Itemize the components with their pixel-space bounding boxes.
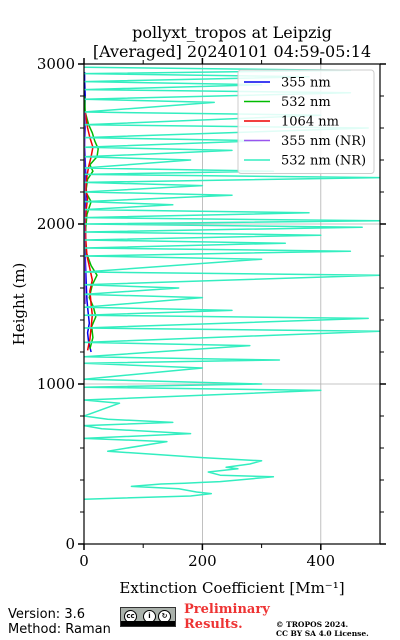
x-tick-label: 400 (306, 552, 335, 570)
chart-title: pollyxt_tropos at Leipzig (132, 23, 332, 42)
x-tick-label: 200 (188, 552, 217, 570)
axes: 0 200 400 0 1000 2000 3000 (37, 55, 386, 570)
legend: 355 nm 532 nm 1064 nm 355 nm (NR) 532 nm (NR… (237, 69, 375, 174)
lidar-extinction-chart: pollyxt_tropos at Leipzig [Averaged] 202… (10, 23, 386, 597)
series-line-3 (84, 112, 86, 305)
legend-label-1: 532 nm (281, 95, 331, 110)
legend-label-4: 532 nm (NR) (281, 154, 366, 169)
y-axis-label: Height (m) (10, 263, 28, 346)
y-tick-label: 0 (65, 535, 75, 553)
y-tick-label: 1000 (37, 375, 75, 393)
preliminary-line-1: Preliminary (184, 602, 270, 617)
copyright-notice: © TROPOS 2024. CC BY SA 4.0 License. (276, 620, 369, 638)
method-label: Method: Raman (8, 622, 111, 637)
legend-label-3: 355 nm (NR) (281, 134, 366, 149)
plot-frame (83, 63, 381, 545)
version-label: Version: 3.6 (8, 607, 85, 622)
preliminary-notice: Preliminary Results. (184, 602, 270, 632)
legend-label-2: 1064 nm (281, 115, 339, 130)
chart-subtitle: [Averaged] 20240101 04:59-05:14 (93, 42, 371, 61)
x-tick-label: 0 (79, 552, 89, 570)
copyright-line-1: © TROPOS 2024. (276, 620, 349, 629)
y-tick-label: 3000 (37, 55, 75, 73)
cc-by-sa-icon: cc i ↻ (120, 607, 176, 627)
legend-label-0: 355 nm (281, 76, 331, 91)
y-tick-label: 2000 (37, 215, 75, 233)
legend-box (237, 69, 375, 174)
copyright-line-2: CC BY SA 4.0 License. (276, 629, 369, 638)
x-axis-label: Extinction Coefficient [Mm⁻¹] (119, 579, 344, 597)
series-line-4 (84, 66, 380, 500)
series-layer (84, 66, 380, 500)
preliminary-line-2: Results. (184, 617, 243, 632)
